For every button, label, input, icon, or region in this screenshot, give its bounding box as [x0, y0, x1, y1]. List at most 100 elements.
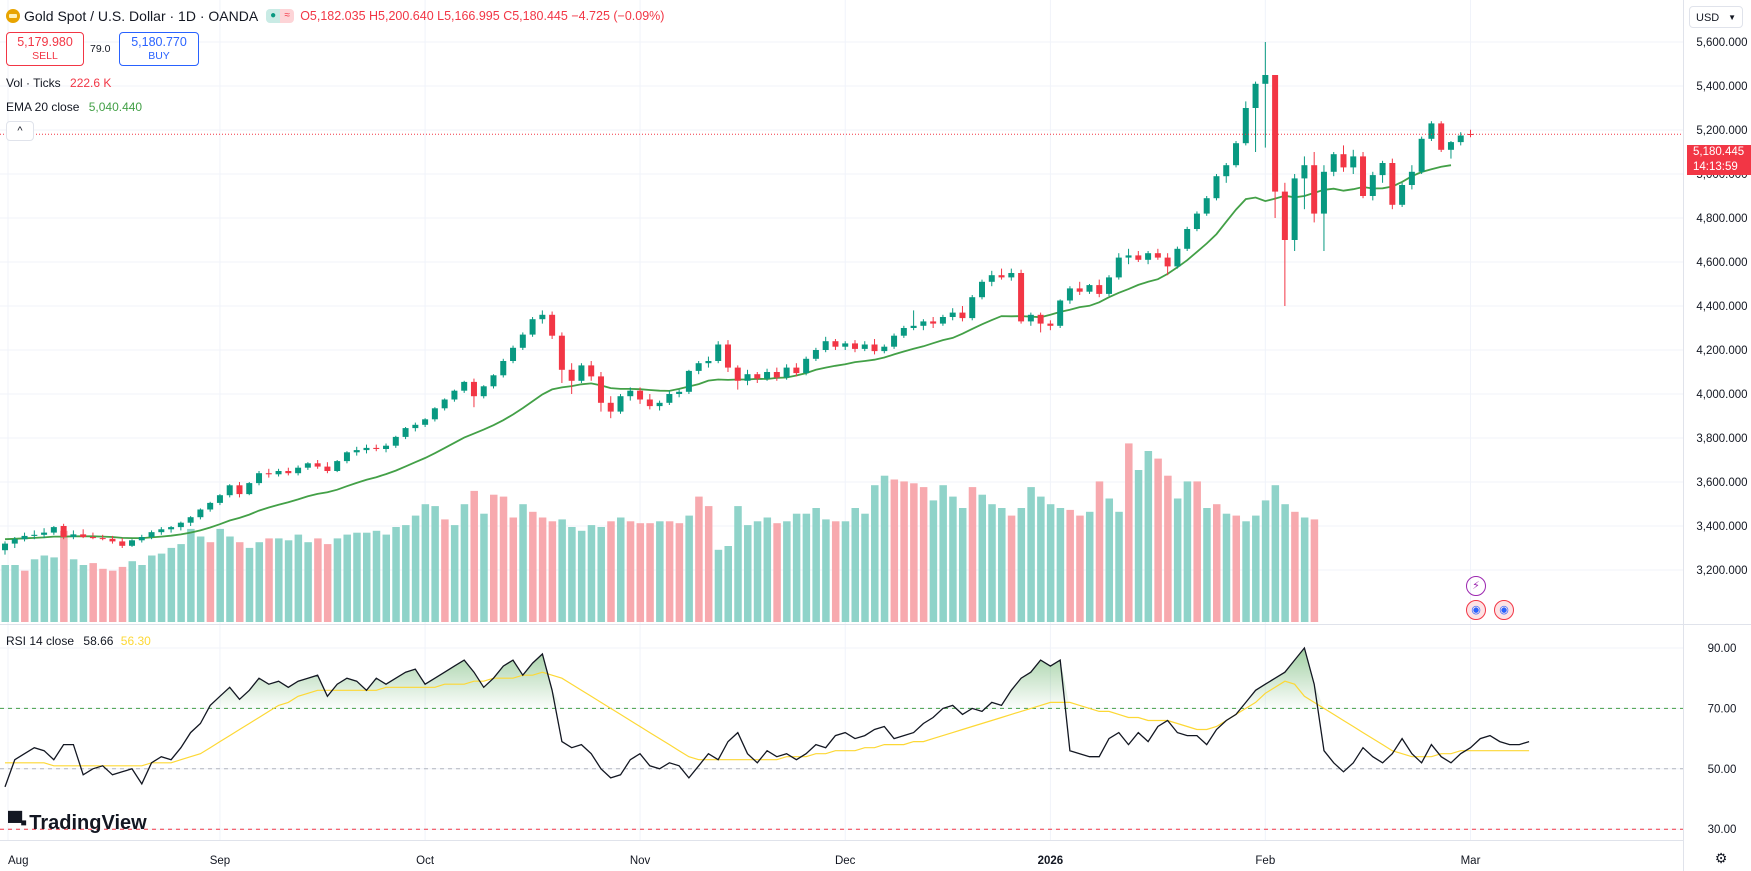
volume-bar [558, 519, 566, 622]
candle-body [979, 281, 985, 298]
candle-body [1154, 253, 1161, 258]
volume-bar [568, 527, 576, 622]
candle-body [900, 328, 907, 336]
rsi-legend[interactable]: RSI 14 close 58.66 56.30 [6, 634, 151, 648]
candle-body [705, 361, 712, 364]
candle-body [1203, 198, 1210, 214]
volume-bar [1134, 470, 1143, 622]
candle-body [451, 390, 458, 400]
volume-bar [275, 538, 283, 622]
volume-bar [1183, 481, 1192, 622]
price-tick-label: 3,600.000 [1696, 477, 1747, 489]
us-flag-event-icon[interactable]: ◉ [1466, 600, 1486, 620]
volume-bar [265, 538, 273, 622]
volume-bar [79, 565, 88, 622]
volume-bar [480, 513, 488, 622]
volume-bar [880, 475, 889, 622]
data-status-icon[interactable]: ≈ [280, 9, 295, 23]
candle-body [529, 319, 536, 335]
buy-button[interactable]: 5,180.770 BUY [119, 32, 199, 66]
currency-select[interactable]: USD ▼ [1689, 6, 1743, 28]
change-value: −4.725 (−0.09%) [571, 9, 665, 23]
volume-bar [597, 527, 605, 622]
candle-body [353, 450, 360, 453]
volume-bar [851, 508, 859, 622]
settings-gear-icon[interactable]: ⚙ [1714, 850, 1728, 866]
candle-body [1135, 255, 1142, 260]
volume-bar [1164, 475, 1172, 622]
close-value: C5,180.445 [503, 9, 568, 23]
market-open-icon[interactable]: ● [266, 9, 281, 23]
volume-bar [753, 521, 762, 622]
collapse-legend-button[interactable]: ^ [6, 121, 34, 141]
volume-bar [656, 521, 664, 622]
volume-bar [138, 565, 146, 622]
volume-bar [978, 494, 986, 622]
candle-body [539, 314, 546, 320]
price-tick-label: 4,400.000 [1696, 301, 1747, 313]
volume-legend[interactable]: Vol · Ticks 222.6 K [6, 76, 111, 90]
volume-bar [128, 561, 137, 622]
candle-body [1301, 165, 1308, 179]
candle-body [21, 535, 28, 540]
volume-bar [1037, 496, 1045, 622]
candle-body [910, 325, 917, 328]
status-chips[interactable]: ● ≈ [266, 9, 295, 23]
volume-bar [744, 525, 752, 622]
candle-body [1086, 285, 1093, 292]
tradingview-logo[interactable]: ▀▪ TradingView [8, 812, 147, 835]
volume-bar [1242, 521, 1250, 622]
candle-body [783, 367, 790, 378]
volume-bar [1056, 508, 1065, 622]
rsi-overbought-fill [5, 648, 1530, 709]
candle-body [988, 275, 995, 282]
candle-body [324, 466, 331, 471]
volume-bar [636, 523, 645, 622]
volume-bar [353, 532, 361, 622]
candle-body [930, 321, 937, 324]
volume-bar [118, 566, 127, 622]
ema-legend[interactable]: EMA 20 close 5,040.440 [6, 100, 142, 114]
symbol-title[interactable]: Gold Spot / U.S. Dollar · 1D · OANDA [24, 8, 259, 24]
ema-label: EMA 20 close [6, 100, 80, 114]
price-tick-label: 4,600.000 [1696, 257, 1747, 269]
volume-bar [294, 534, 303, 622]
candle-body [500, 361, 507, 376]
lightning-event-icon[interactable]: ⚡ [1466, 576, 1486, 596]
volume-bar [812, 508, 820, 622]
volume-bar [470, 490, 478, 622]
volume-bar [1027, 487, 1035, 622]
volume-bar [1105, 498, 1114, 622]
tradingview-mark-icon: ▀▪ [8, 812, 27, 834]
candle-body [871, 344, 878, 352]
volume-bar [1115, 511, 1123, 622]
volume-bar [196, 536, 205, 622]
candle-body [89, 537, 96, 539]
candle-body [617, 396, 624, 412]
volume-bar [538, 517, 547, 622]
time-tick-label: 2026 [1038, 855, 1064, 867]
volume-bar [529, 511, 537, 622]
volume-bar [69, 559, 78, 622]
volume-bars [1, 443, 1319, 622]
candle-body [588, 365, 595, 377]
candle-body [734, 367, 741, 381]
candle-body [422, 419, 429, 425]
candle-body [1018, 273, 1025, 322]
volume-bar [362, 532, 371, 622]
volume-bar [704, 506, 713, 622]
rsi-ma-value: 56.30 [120, 634, 151, 648]
candle-body [715, 344, 722, 361]
volume-bar [431, 506, 439, 622]
volume-bar [11, 565, 19, 622]
candle-body [138, 537, 145, 541]
sell-button[interactable]: 5,179.980 SELL [6, 32, 84, 66]
candle-body [1242, 108, 1249, 144]
candle-body [510, 347, 517, 361]
candle-body [1125, 255, 1132, 258]
volume-bar [861, 513, 869, 622]
us-flag-event-icon[interactable]: ◉ [1494, 600, 1514, 620]
volume-bar [382, 534, 391, 622]
volume-bar [30, 559, 39, 622]
